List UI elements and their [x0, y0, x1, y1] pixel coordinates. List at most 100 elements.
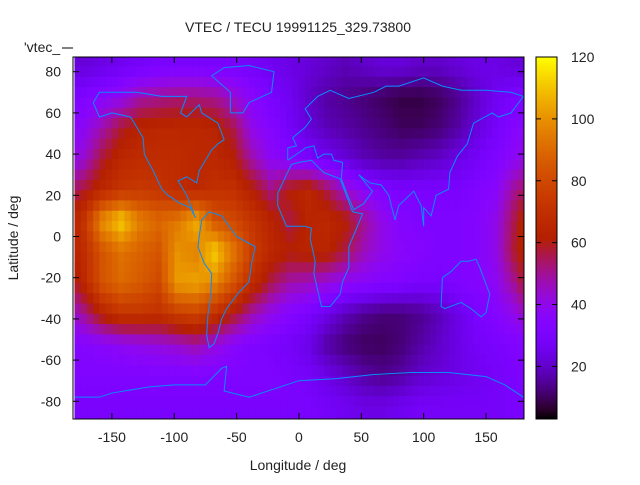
heatmap-cell: [392, 293, 400, 305]
heatmap-cell: [417, 128, 425, 140]
heatmap-cell: [373, 344, 381, 356]
heatmap-cell: [336, 138, 344, 150]
heatmap-cell: [274, 293, 281, 305]
heatmap-cell: [130, 231, 138, 243]
heatmap-cell: [423, 365, 431, 377]
heatmap-cell: [74, 221, 82, 232]
heatmap-cell: [417, 251, 425, 263]
heatmap-cell: [242, 87, 250, 99]
heatmap-cell: [168, 396, 175, 408]
heatmap-cell: [417, 344, 425, 356]
heatmap-cell: [99, 76, 107, 88]
heatmap-cell: [498, 416, 506, 419]
heatmap-cell: [454, 57, 462, 68]
heatmap-cell: [180, 272, 188, 284]
heatmap-cell: [298, 416, 306, 419]
heatmap-cell: [454, 262, 462, 274]
heatmap-cell: [236, 303, 244, 315]
heatmap-cell: [261, 334, 269, 346]
heatmap-cell: [517, 334, 524, 346]
heatmap-cell: [161, 76, 169, 88]
heatmap-cell: [124, 385, 132, 397]
heatmap-cell: [230, 148, 238, 160]
heatmap-cell: [99, 354, 107, 366]
heatmap-cell: [373, 293, 381, 305]
heatmap-cell: [330, 313, 337, 325]
heatmap-cell: [336, 262, 344, 274]
heatmap-cell: [192, 334, 200, 346]
heatmap-cell: [161, 313, 169, 325]
heatmap-cell: [517, 282, 524, 294]
heatmap-cell: [217, 365, 225, 377]
heatmap-cell: [473, 179, 481, 191]
heatmap-cell: [492, 107, 500, 119]
heatmap-cell: [149, 272, 157, 284]
heatmap-cell: [217, 159, 225, 171]
heatmap-cell: [155, 344, 163, 356]
heatmap-cell: [93, 251, 101, 263]
heatmap-cell: [124, 303, 132, 315]
heatmap-cell: [317, 324, 325, 335]
heatmap-cell: [442, 262, 450, 274]
heatmap-cell: [429, 375, 437, 387]
heatmap-cell: [174, 396, 182, 408]
heatmap-cell: [161, 354, 169, 366]
heatmap-cell: [211, 262, 219, 274]
heatmap-cell: [423, 138, 431, 150]
heatmap-cell: [261, 396, 269, 408]
heatmap-cell: [510, 148, 518, 160]
heatmap-cell: [242, 57, 250, 68]
heatmap-cell: [436, 406, 443, 418]
heatmap-cell: [298, 179, 306, 191]
heatmap-cell: [392, 107, 400, 119]
heatmap-cell: [361, 148, 369, 160]
heatmap-cell: [305, 365, 313, 377]
heatmap-cell: [192, 262, 200, 274]
heatmap-cell: [180, 87, 188, 99]
heatmap-cell: [373, 241, 381, 253]
heatmap-cell: [429, 396, 437, 408]
heatmap-cell: [86, 406, 94, 418]
heatmap-cell: [168, 190, 175, 202]
heatmap-cell: [267, 406, 275, 418]
heatmap-cell: [205, 118, 213, 129]
heatmap-cell: [86, 231, 94, 243]
heatmap-cell: [355, 138, 362, 150]
heatmap-cell: [236, 159, 244, 171]
heatmap-cell: [479, 210, 487, 222]
heatmap-cell: [99, 57, 107, 68]
heatmap-cell: [517, 210, 524, 222]
heatmap-cell: [473, 282, 481, 294]
heatmap-cell: [242, 179, 250, 191]
heatmap-cell: [93, 416, 101, 419]
heatmap-cell: [479, 107, 487, 119]
heatmap-cell: [298, 210, 306, 222]
heatmap-cell: [411, 241, 419, 253]
heatmap-cell: [330, 354, 337, 366]
heatmap-cell: [230, 221, 238, 232]
heatmap-cell: [373, 169, 381, 181]
heatmap-cell: [392, 313, 400, 325]
heatmap-cell: [298, 406, 306, 418]
heatmap-cell: [461, 118, 468, 129]
heatmap-cell: [99, 118, 107, 129]
heatmap-cell: [86, 251, 94, 263]
heatmap-cell: [461, 241, 468, 253]
heatmap-cell: [454, 87, 462, 99]
heatmap-cell: [136, 159, 144, 171]
heatmap-cell: [292, 118, 300, 129]
heatmap-cell: [230, 313, 238, 325]
heatmap-cell: [124, 293, 132, 305]
heatmap-cell: [498, 282, 506, 294]
heatmap-cell: [398, 148, 406, 160]
heatmap-cell: [417, 303, 425, 315]
heatmap-cell: [149, 293, 157, 305]
heatmap-cell: [149, 159, 157, 171]
heatmap-cell: [305, 293, 313, 305]
heatmap-cell: [255, 66, 263, 78]
heatmap-cell: [111, 262, 119, 274]
heatmap-cell: [380, 179, 387, 191]
heatmap-cell: [180, 169, 188, 181]
heatmap-cell: [510, 87, 518, 99]
